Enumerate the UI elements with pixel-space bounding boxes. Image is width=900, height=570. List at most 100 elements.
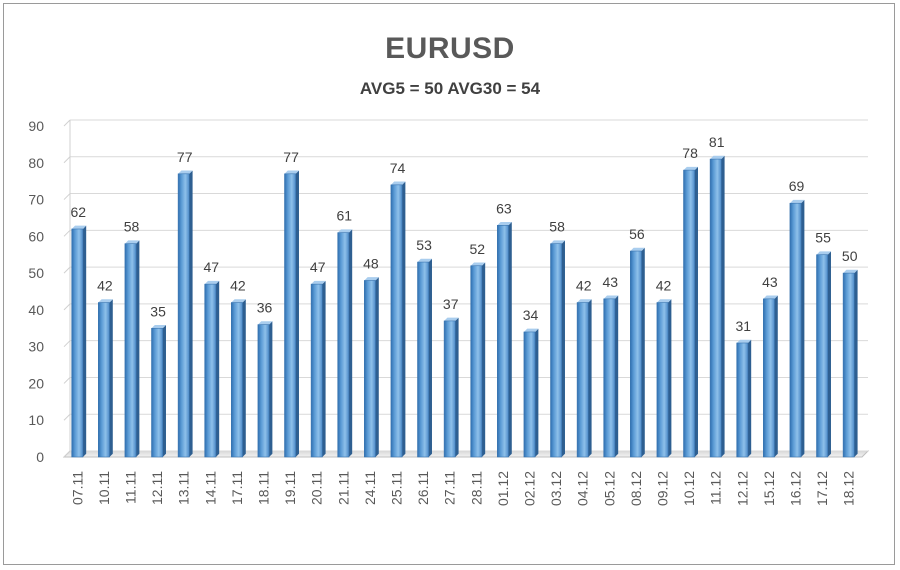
data-label: 47: [204, 259, 220, 275]
bar-top: [497, 222, 512, 226]
bar-top: [763, 295, 778, 299]
x-tick-label: 04.12: [575, 471, 591, 506]
bar: [576, 299, 592, 458]
bar-side: [242, 299, 246, 457]
x-tick-label: 17.12: [814, 471, 830, 506]
x-tick-label: 21.11: [335, 471, 351, 505]
y-axis-ticks: 0 10 20 30 40 50 60 70 80 90: [28, 118, 44, 465]
data-label: 77: [177, 149, 193, 165]
gridline-depth: [63, 413, 71, 421]
bar-front: [523, 331, 536, 458]
bar: [151, 324, 166, 458]
bar: [497, 222, 512, 458]
bar-front: [656, 302, 669, 458]
bar-front: [550, 243, 562, 458]
bar-front: [284, 173, 296, 458]
bar-top: [603, 295, 619, 299]
x-tick-label: 03.12: [548, 471, 564, 506]
bar: [523, 328, 539, 458]
x-tick-label: 12.12: [734, 471, 750, 506]
bar: [98, 299, 113, 458]
bar: [71, 225, 87, 458]
bar-top: [470, 262, 486, 266]
bar-side: [269, 321, 273, 457]
x-tick-label: 25.11: [389, 471, 405, 505]
data-label: 43: [603, 274, 619, 290]
bar-top: [656, 299, 672, 303]
x-tick-label: 08.12: [628, 471, 644, 506]
gridline-depth: [63, 119, 71, 127]
bar: [124, 240, 140, 458]
x-tick-label: 11.11: [123, 471, 139, 504]
y-tick-label: 10: [28, 412, 44, 428]
data-label: 74: [390, 160, 406, 176]
bar: [550, 240, 565, 458]
bar-top: [151, 324, 166, 329]
bar-side: [588, 299, 592, 457]
bar: [816, 251, 831, 458]
bar-top: [364, 277, 379, 281]
bar-top: [71, 225, 87, 229]
bar-top: [178, 170, 193, 174]
bar-side: [641, 247, 645, 457]
bar-front: [310, 283, 323, 458]
bar-front: [231, 302, 243, 458]
bar-top: [284, 170, 299, 174]
bar-front: [603, 298, 616, 458]
bar-top: [444, 317, 459, 321]
bar-front: [204, 283, 217, 458]
bar-front: [337, 232, 350, 458]
data-label: 42: [656, 278, 672, 294]
bar-top: [124, 240, 140, 244]
bar: [390, 181, 406, 458]
bar-side: [694, 166, 698, 458]
data-label: 47: [310, 259, 326, 275]
bar-top: [550, 240, 565, 244]
bar: [789, 199, 805, 458]
x-tick-label: 14.11: [202, 471, 218, 505]
bar: [443, 317, 459, 458]
bar: [284, 170, 299, 458]
bar-side: [189, 170, 193, 457]
bar-side: [535, 328, 539, 457]
bar-front: [842, 272, 855, 458]
data-label: 58: [549, 219, 565, 235]
bar-front: [789, 202, 802, 458]
x-tick-label: 02.12: [522, 471, 538, 506]
bar-top: [816, 251, 831, 255]
bar-side: [82, 225, 87, 457]
y-tick-label: 70: [28, 192, 44, 208]
data-label: 69: [789, 178, 805, 194]
data-label: 42: [230, 278, 246, 294]
bar: [417, 258, 432, 458]
bar-side: [375, 277, 379, 457]
bar-front: [177, 173, 190, 458]
bar-side: [162, 324, 166, 457]
bar-front: [763, 298, 775, 458]
bar-front: [124, 243, 137, 458]
bar-side: [136, 240, 140, 457]
y-tick-label: 30: [28, 339, 44, 355]
data-label: 77: [283, 149, 299, 165]
x-tick-label: 01.12: [495, 471, 511, 506]
data-label: 78: [682, 145, 698, 161]
bar: [842, 269, 858, 458]
gridline-depth: [63, 193, 71, 200]
bar-side: [721, 155, 725, 458]
data-label: 37: [443, 296, 459, 312]
bar-top: [390, 181, 406, 185]
data-label: 56: [629, 226, 645, 242]
bar-side: [455, 317, 459, 457]
bar: [364, 277, 379, 458]
bar-top: [204, 280, 220, 285]
data-label: 42: [97, 278, 113, 294]
bar: [177, 170, 193, 458]
data-label: 62: [71, 204, 87, 220]
x-tick-label: 17.11: [229, 471, 245, 505]
x-tick-label: 05.12: [601, 471, 617, 506]
bar-top: [257, 321, 273, 325]
bar-side: [428, 258, 432, 457]
y-tick-label: 60: [28, 228, 44, 244]
x-tick-label: 09.12: [655, 471, 671, 506]
x-tick-label: 18.11: [256, 471, 272, 505]
